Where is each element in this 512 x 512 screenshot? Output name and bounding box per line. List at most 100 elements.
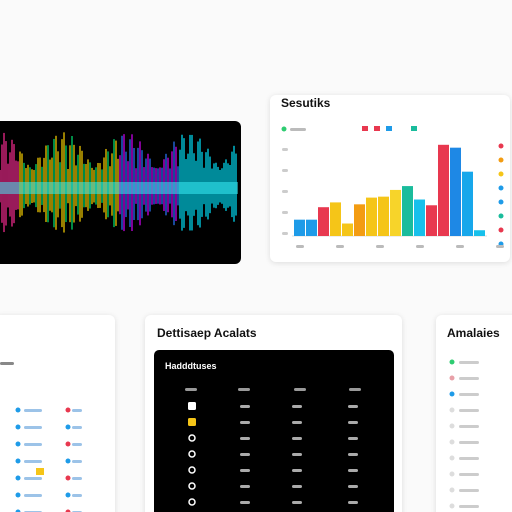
bar: [318, 207, 329, 236]
text-placeholder: [240, 469, 250, 472]
text-placeholder: [292, 437, 302, 440]
text-placeholder: [72, 426, 82, 429]
text-placeholder: [240, 453, 250, 456]
text-placeholder: [292, 453, 302, 456]
text-placeholder: [24, 494, 42, 497]
text-placeholder: [459, 425, 479, 428]
text-placeholder: [72, 443, 82, 446]
text-placeholder: [238, 388, 250, 391]
text-placeholder: [348, 453, 358, 456]
placeholders: [0, 126, 504, 512]
dot: [281, 126, 287, 132]
text-placeholder: [72, 494, 82, 497]
text-placeholder: [240, 405, 250, 408]
text-placeholder: [292, 421, 302, 424]
dot: [15, 492, 21, 498]
bar: [366, 197, 377, 236]
dot: [65, 407, 71, 413]
dot: [15, 407, 21, 413]
dot: [449, 391, 455, 397]
bar: [306, 219, 317, 236]
dot: [449, 407, 455, 413]
dot: [65, 458, 71, 464]
dot: [65, 509, 71, 512]
text-placeholder: [459, 361, 479, 364]
text-placeholder: [348, 501, 358, 504]
text-placeholder: [348, 421, 358, 424]
bar: [474, 230, 485, 236]
bar: [342, 223, 353, 236]
dot: [498, 199, 504, 205]
badge: [36, 468, 44, 475]
text-placeholder: [348, 469, 358, 472]
dot: [449, 487, 455, 493]
text-placeholder: [456, 245, 464, 248]
checkbox: [188, 402, 196, 410]
text-placeholder: [290, 128, 306, 131]
bars: [292, 144, 487, 237]
text-placeholder: [24, 477, 42, 480]
text-placeholder: [296, 245, 304, 248]
text-placeholder: [240, 485, 250, 488]
dot: [15, 458, 21, 464]
radio: [188, 450, 196, 458]
dot: [449, 375, 455, 381]
dot: [498, 143, 504, 149]
text-placeholder: [24, 426, 42, 429]
text-placeholder: [459, 377, 479, 380]
dot: [449, 439, 455, 445]
bar: [438, 144, 449, 236]
text-placeholder: [416, 245, 424, 248]
text-placeholder: [348, 405, 358, 408]
wave-band: [0, 182, 238, 194]
bar: [378, 196, 389, 236]
text-placeholder: [24, 443, 42, 446]
text-placeholder: [459, 505, 479, 508]
checkbox: [188, 418, 196, 426]
text-placeholder: [282, 190, 288, 193]
text-placeholder: [349, 388, 361, 391]
text-placeholder: [292, 405, 302, 408]
dot: [15, 424, 21, 430]
dot: [498, 157, 504, 163]
text-placeholder: [496, 245, 504, 248]
text-placeholder: [240, 437, 250, 440]
dot: [449, 455, 455, 461]
bar: [294, 219, 305, 236]
dot: [498, 213, 504, 219]
text-placeholder: [240, 501, 250, 504]
text-placeholder: [282, 211, 288, 214]
text-placeholder: [24, 409, 42, 412]
dot: [498, 227, 504, 233]
text-placeholder: [24, 460, 42, 463]
text-placeholder: [292, 485, 302, 488]
text-placeholder: [348, 437, 358, 440]
text-placeholder: [459, 393, 479, 396]
radio: [188, 434, 196, 442]
text-placeholder: [240, 421, 250, 424]
dot: [65, 492, 71, 498]
dot: [15, 475, 21, 481]
table-panel: [154, 350, 394, 512]
dot: [449, 423, 455, 429]
legend-swatch: [386, 126, 392, 131]
dot: [15, 509, 21, 512]
text-placeholder: [459, 489, 479, 492]
bar: [462, 171, 473, 236]
table-title: Dettisaep Acalats: [157, 326, 257, 340]
dot: [449, 471, 455, 477]
dot: [498, 171, 504, 177]
text-placeholder: [0, 362, 14, 365]
bar: [354, 204, 365, 236]
legend-swatch: [362, 126, 368, 131]
bar: [390, 189, 401, 236]
text-placeholder: [376, 245, 384, 248]
radio: [188, 482, 196, 490]
text-placeholder: [459, 441, 479, 444]
legend-swatch: [374, 126, 380, 131]
legend-swatch: [411, 126, 417, 131]
dot: [65, 475, 71, 481]
text-placeholder: [282, 232, 288, 235]
side-title: Amalaies: [447, 326, 500, 340]
bar: [450, 147, 461, 236]
